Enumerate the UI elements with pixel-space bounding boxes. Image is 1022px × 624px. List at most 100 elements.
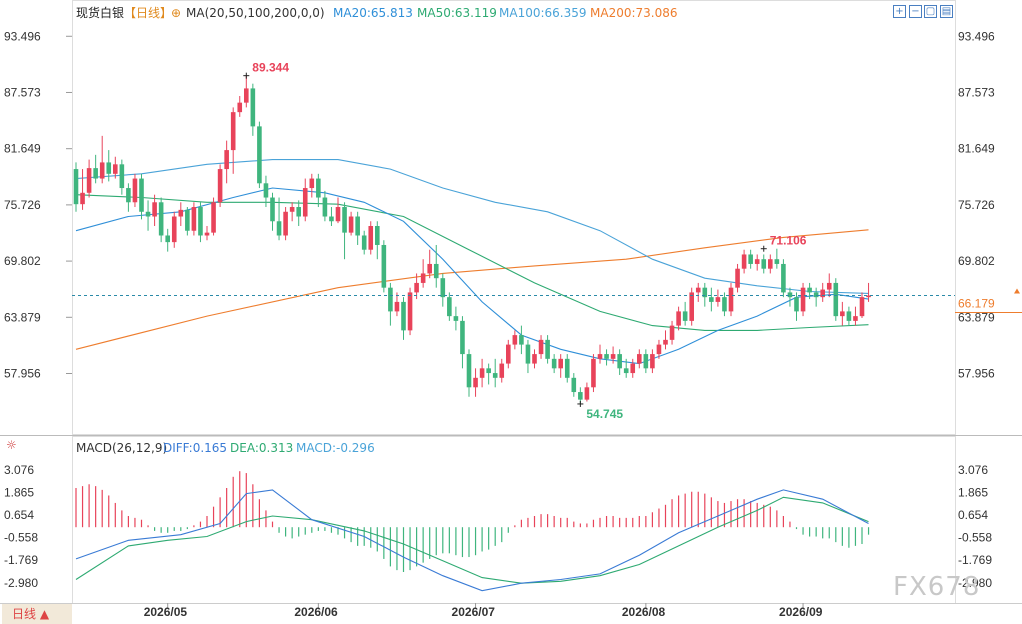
candle-body — [237, 102, 243, 113]
candle-body — [669, 325, 675, 340]
candle-body — [257, 126, 262, 184]
candle-body — [316, 178, 321, 198]
price-tick-label-right: 87.573 — [958, 85, 995, 99]
macd-histogram — [75, 471, 870, 572]
candle-body — [171, 216, 177, 243]
candle-body — [178, 209, 184, 217]
candle-body — [224, 150, 229, 170]
zoom-in-icon[interactable]: + — [893, 5, 906, 18]
candle-body — [774, 259, 780, 264]
zoom-out-icon[interactable]: − — [909, 5, 922, 18]
candle-body — [650, 354, 655, 369]
current-price-arrow-icon — [1014, 288, 1020, 294]
candle-body — [152, 202, 157, 217]
candle-body — [460, 320, 465, 355]
layout-icon[interactable]: ▤ — [940, 5, 953, 18]
candle-body — [270, 197, 275, 222]
macd-tick-label-left: 1.865 — [4, 485, 34, 499]
right-price-axis: 93.496 87.573 81.649 75.726 69.802 63.879 57.9… — [958, 29, 995, 380]
macd-settings-icon[interactable]: ☼ — [6, 438, 17, 452]
candle-body — [139, 178, 144, 212]
macd-dea-line — [75, 496, 869, 584]
candle-body — [637, 354, 642, 364]
candle-body — [447, 297, 452, 317]
candle-body — [578, 392, 583, 400]
macd-tick-label-left: -1.769 — [4, 553, 38, 567]
candle-body — [73, 169, 79, 205]
candle-body — [597, 354, 603, 359]
left-price-axis: 93.496 87.573 81.649 75.726 69.802 63.879 57.9… — [4, 29, 72, 380]
candle-body — [165, 235, 170, 243]
macd-diff-line — [75, 489, 869, 592]
candle-body — [676, 311, 681, 326]
candle-body — [420, 273, 426, 283]
candle-body — [630, 363, 636, 374]
low-annotation: 54.745 — [586, 407, 623, 421]
candle-body — [302, 188, 308, 217]
candle-body — [813, 292, 819, 298]
candle-body — [512, 335, 518, 345]
period-select-button[interactable]: 日线 ▲ — [2, 604, 72, 624]
candle-body — [93, 168, 98, 179]
macd-tick-label-right: 3.076 — [958, 463, 988, 477]
ma20-line — [75, 187, 869, 365]
settings-icon[interactable]: ⊕ — [171, 6, 181, 20]
candle-body — [551, 358, 557, 369]
candle-body — [158, 202, 164, 236]
candle-body — [826, 282, 832, 290]
macd-tick-label-right: -0.558 — [958, 531, 992, 545]
candle-body — [381, 244, 387, 288]
current-price-label: 66.179 — [958, 296, 995, 310]
candle-body — [715, 297, 721, 302]
candle-body — [361, 235, 367, 250]
date-tick-label: 2026/08 — [622, 605, 666, 619]
candle-body — [761, 259, 767, 269]
candle-body — [191, 207, 197, 231]
price-tick-label-left: 81.649 — [4, 142, 41, 156]
candle-body — [185, 209, 190, 231]
candle-body — [473, 377, 478, 388]
candle-body — [722, 297, 727, 312]
price-tick-label-left: 87.573 — [4, 85, 41, 99]
price-tick-label-right: 57.956 — [958, 366, 995, 380]
candle-body — [748, 254, 753, 264]
date-axis: 2026/05 2026/06 2026/07 2026/08 2026/09 — [144, 603, 823, 619]
date-tick-label: 2026/05 — [144, 605, 188, 619]
candle-body — [545, 339, 550, 359]
candle-body — [846, 311, 852, 321]
candle-body — [571, 377, 577, 393]
price-annotations: 89.344 54.745 71.106 — [243, 61, 807, 421]
macd-tick-label-right: -1.769 — [958, 553, 992, 567]
candle-body — [479, 368, 485, 378]
fullscreen-icon[interactable]: ▢ — [924, 5, 937, 18]
ma100-value: MA100:66.359 — [499, 6, 587, 20]
candle-body — [217, 169, 223, 203]
symbol-name: 现货白银 — [76, 5, 124, 20]
candle-body — [604, 354, 609, 359]
ma200-value: MA200:73.086 — [590, 6, 678, 20]
price-tick-label-right: 69.802 — [958, 254, 995, 268]
period-tag[interactable]: 【日线】 — [124, 6, 172, 20]
candle-body — [204, 232, 210, 236]
price-panel-frame — [72, 0, 956, 435]
candle-body — [126, 188, 131, 203]
candle-body — [244, 88, 249, 103]
candle-body — [564, 358, 570, 378]
candle-body — [623, 368, 629, 374]
price-tick-label-right: 81.649 — [958, 142, 995, 156]
candle-body — [591, 358, 596, 388]
candle-body — [695, 287, 701, 293]
candle-body — [538, 339, 544, 355]
candle-body — [289, 207, 295, 212]
candle-body — [348, 216, 354, 233]
candle-body — [617, 354, 622, 369]
price-tick-label-left: 75.726 — [4, 198, 41, 212]
date-tick-label: 2026/07 — [452, 605, 496, 619]
candle-body — [682, 311, 688, 321]
candle-body — [283, 211, 288, 236]
candle-body — [656, 344, 662, 355]
candle-body — [335, 207, 341, 222]
candle-body — [250, 88, 256, 127]
macd-tick-label-left: -2.980 — [4, 576, 38, 590]
